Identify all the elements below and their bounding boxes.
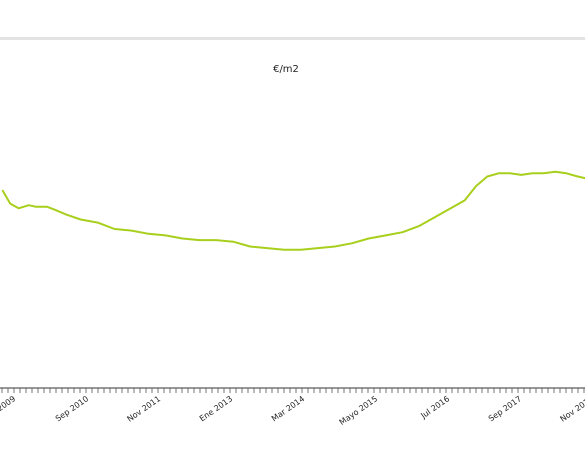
x-tick-label: Ene 2013: [198, 394, 234, 423]
x-axis-minor-ticks: [1, 388, 585, 393]
x-tick-label: Mar 2014: [270, 394, 306, 423]
y-unit-label: €/m2: [273, 64, 299, 75]
x-tick-label: Jul 2016: [418, 394, 451, 421]
header-divider: [0, 37, 585, 40]
x-tick-label: Nov 2011: [125, 394, 162, 423]
x-tick-label: 2009: [0, 394, 17, 413]
series-line: [1, 170, 585, 251]
x-axis-tick-labels: 2009 Sep 2010 Nov 2011 Ene 2013 Mar 2014 Mayo…: [0, 394, 585, 427]
x-tick-label: Mayo 2015: [338, 394, 379, 427]
x-tick-label: Nov 2018: [558, 394, 585, 423]
x-tick-label: Sep 2017: [487, 394, 523, 423]
x-tick-label: Sep 2010: [54, 394, 90, 423]
